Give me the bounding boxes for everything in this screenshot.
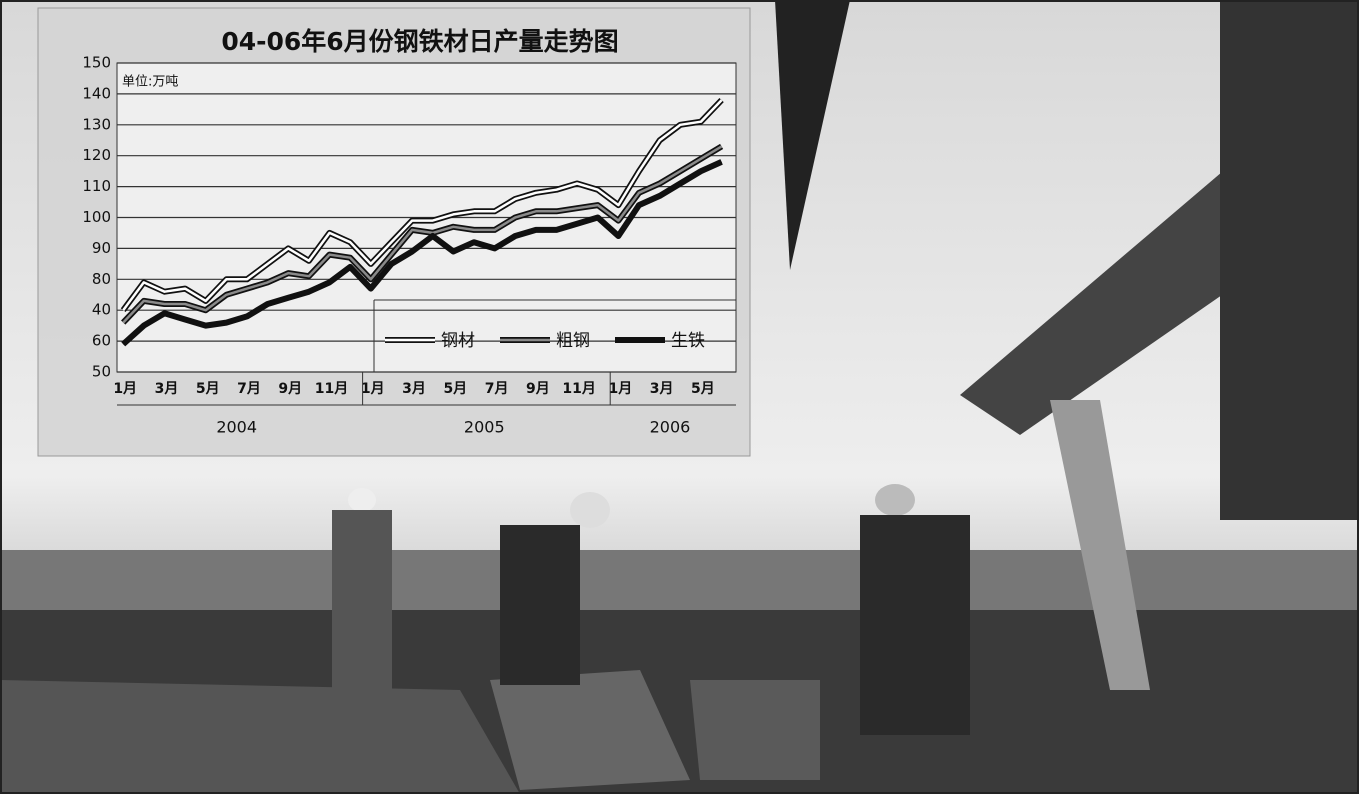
x-tick-label: 5月 — [196, 381, 220, 397]
x-group-label: 2004 — [216, 418, 257, 437]
line — [122, 99, 723, 311]
x-tick-label: 11月 — [315, 381, 348, 397]
legend-label: 粗钢 — [556, 331, 590, 351]
x-tick-label: 7月 — [485, 381, 509, 397]
y-tick-label: 50 — [92, 363, 111, 381]
y-tick-label: 140 — [82, 84, 111, 102]
y-tick-label: 40 — [92, 301, 111, 319]
x-tick-label: 3月 — [155, 381, 179, 397]
unit-label: 单位:万吨 — [122, 75, 178, 90]
line — [122, 145, 723, 324]
x-group-label: 2005 — [464, 418, 505, 437]
y-tick-label: 90 — [92, 239, 111, 257]
chart-title: 04-06年6月份钢铁材日产量走势图 — [221, 27, 618, 56]
x-tick-label: 3月 — [402, 381, 426, 397]
x-tick-label: 5月 — [443, 381, 467, 397]
y-tick-label: 80 — [92, 270, 111, 288]
x-tick-label: 1月 — [113, 381, 137, 397]
y-tick-label: 150 — [82, 54, 111, 72]
x-tick-label: 9月 — [526, 381, 550, 397]
x-tick-label: 1月 — [361, 381, 385, 397]
legend-label: 生铁 — [671, 331, 705, 351]
x-group-label: 2006 — [650, 418, 691, 437]
x-tick-label: 7月 — [237, 381, 261, 397]
line — [122, 160, 723, 346]
x-tick-label: 11月 — [562, 381, 595, 397]
legend-box — [373, 299, 736, 372]
y-tick-label: 110 — [82, 177, 111, 195]
y-tick-label: 130 — [82, 115, 111, 133]
x-tick-label: 3月 — [650, 381, 674, 397]
x-tick-label: 5月 — [691, 381, 715, 397]
y-tick-label: 60 — [92, 332, 111, 350]
x-tick-label: 9月 — [278, 381, 302, 397]
legend-label: 钢材 — [441, 331, 475, 351]
x-tick-label: 1月 — [609, 381, 633, 397]
y-tick-label: 120 — [82, 146, 111, 164]
y-tick-label: 100 — [82, 208, 111, 226]
